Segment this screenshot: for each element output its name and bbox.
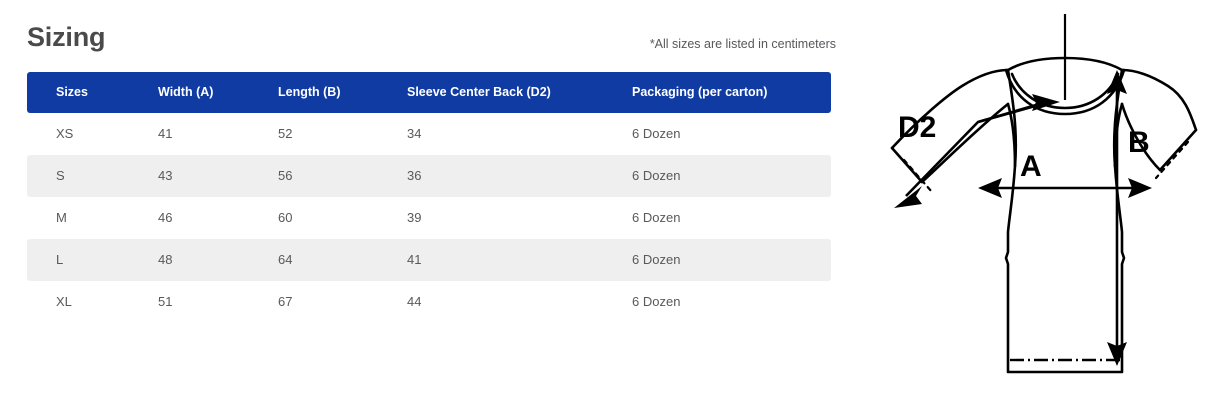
a-label: A bbox=[1020, 150, 1042, 183]
table-header-row: Sizes Width (A) Length (B) Sleeve Center… bbox=[27, 72, 831, 113]
cell-size: L bbox=[27, 239, 128, 281]
cell-length: 67 bbox=[278, 294, 293, 309]
cell-packaging: 6 Dozen bbox=[608, 239, 831, 281]
cell-width: 51 bbox=[158, 294, 173, 309]
column-header-packaging: Packaging (per carton) bbox=[608, 72, 831, 113]
table-row: S 43 56 36 6 Dozen bbox=[27, 155, 831, 197]
table-header: Sizes Width (A) Length (B) Sleeve Center… bbox=[27, 72, 831, 113]
column-header-width: Width (A) bbox=[128, 72, 253, 113]
cell-packaging: 6 Dozen bbox=[632, 294, 681, 309]
tshirt-measurement-diagram: D2 A B bbox=[860, 0, 1220, 418]
cell-packaging: 6 Dozen bbox=[632, 210, 681, 225]
tshirt-diagram-svg: D2 A B bbox=[890, 14, 1198, 374]
cell-size: S bbox=[27, 155, 128, 197]
column-header-length: Length (B) bbox=[253, 72, 381, 113]
cell-width: 41 bbox=[158, 126, 173, 141]
table-row: M 46 60 39 6 Dozen bbox=[27, 197, 831, 239]
b-label: B bbox=[1128, 126, 1150, 159]
table-row: L 48 64 41 6 Dozen bbox=[27, 239, 831, 281]
cell-packaging: 6 Dozen bbox=[632, 126, 681, 141]
sizing-table-panel: Sizing *All sizes are listed in centimet… bbox=[27, 22, 836, 323]
cell-length: 52 bbox=[278, 126, 293, 141]
cell-sleeve: 44 bbox=[407, 294, 422, 309]
cell-sleeve: 41 bbox=[381, 239, 608, 281]
cell-sleeve: 34 bbox=[407, 126, 422, 141]
b-measurement-arrow bbox=[1107, 70, 1127, 366]
cell-packaging: 6 Dozen bbox=[608, 155, 831, 197]
column-header-sizes: Sizes bbox=[27, 72, 128, 113]
cell-length: 64 bbox=[253, 239, 381, 281]
cell-length: 56 bbox=[253, 155, 381, 197]
column-header-sleeve: Sleeve Center Back (D2) bbox=[381, 72, 608, 113]
table-body: XS 41 52 34 6 Dozen S 43 56 36 6 Dozen M… bbox=[27, 113, 831, 323]
cell-sleeve: 39 bbox=[407, 210, 422, 225]
cell-width: 43 bbox=[128, 155, 253, 197]
units-note: *All sizes are listed in centimeters bbox=[649, 37, 836, 51]
cell-size: XL bbox=[56, 294, 72, 309]
cell-width: 48 bbox=[128, 239, 253, 281]
a-measurement-arrow bbox=[978, 178, 1152, 198]
size-chart-table: Sizes Width (A) Length (B) Sleeve Center… bbox=[27, 72, 831, 323]
page-title: Sizing bbox=[27, 22, 106, 52]
d2-label: D2 bbox=[898, 111, 936, 144]
cell-size: XS bbox=[56, 126, 74, 141]
table-row: XL 51 67 44 6 Dozen bbox=[27, 281, 831, 323]
cell-sleeve: 36 bbox=[381, 155, 608, 197]
tshirt-outline bbox=[890, 56, 1198, 374]
d2-measurement-arrow bbox=[894, 94, 1060, 208]
table-row: XS 41 52 34 6 Dozen bbox=[27, 113, 831, 155]
cell-width: 46 bbox=[158, 210, 173, 225]
cell-length: 60 bbox=[278, 210, 293, 225]
cuff-stitching bbox=[902, 140, 1190, 194]
cell-size: M bbox=[56, 210, 67, 225]
